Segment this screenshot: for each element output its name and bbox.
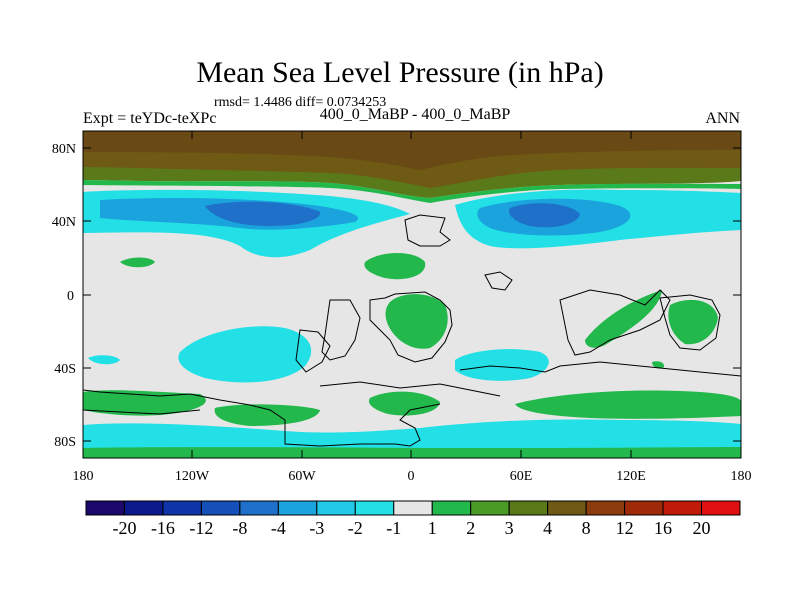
y-tick-label: 40N: [52, 215, 76, 230]
x-tick-label: 60E: [510, 469, 533, 484]
colorbar-swatch: [277, 500, 318, 516]
cyan-small: [88, 355, 120, 365]
colorbar-swatch: [162, 500, 202, 516]
coastlines: [83, 214, 741, 447]
x-tick-label: 180: [731, 469, 752, 484]
colorbar-label: -8: [232, 518, 247, 538]
colorbar-label: 8: [582, 518, 591, 538]
colorbar-label: -16: [151, 518, 175, 538]
south-pacific-cyan: [178, 326, 312, 383]
colorbar-swatch: [354, 500, 395, 516]
colorbar-swatch: [470, 500, 510, 516]
north-pacific-blue-core: [205, 201, 321, 226]
colorbar-swatch: [662, 500, 703, 516]
experiment-label: Expt = teYDc-teXPc: [83, 110, 217, 127]
colorbar-swatch: [701, 500, 741, 516]
colorbar-swatch: [431, 500, 472, 516]
x-tick-label: 180: [73, 469, 94, 484]
south-green-3: [368, 391, 440, 416]
x-tick-label: 60W: [288, 469, 316, 484]
colorbar-label: -2: [348, 518, 363, 538]
season-label: ANN: [705, 110, 740, 127]
stats-label: rmsd= 1.4486 diff= 0.0734253: [214, 95, 387, 110]
colorbar-label: 16: [654, 518, 672, 538]
green-blob-1: [120, 257, 155, 268]
colorbar-label: -4: [271, 518, 286, 538]
colorbar-swatch: [200, 500, 241, 516]
colorbar-label: -1: [386, 518, 401, 538]
south-green-2: [214, 404, 320, 426]
colorbar-label: -20: [112, 518, 136, 538]
map-field: [83, 131, 741, 458]
x-tick-label: 120E: [616, 469, 646, 484]
colorbar-swatch: [316, 500, 356, 516]
green-australia: [668, 299, 718, 345]
green-dot: [652, 361, 665, 369]
north-green-band: [83, 180, 741, 203]
colorbar-swatch: [585, 500, 626, 516]
y-ticks: [83, 147, 741, 442]
colorbar-label: 2: [466, 518, 475, 538]
colorbar-swatch: [239, 500, 279, 516]
colorbar: -20 -16 -12 -8 -4 -3 -2 -1 1 2 3 4 8 12 16 20: [85, 500, 741, 538]
colorbar-label: -12: [189, 518, 213, 538]
colorbar-label: 4: [543, 518, 552, 538]
x-ticks: [191, 131, 632, 458]
y-tick-label: 80N: [52, 142, 76, 157]
x-tick-label: 0: [408, 469, 415, 484]
colorbar-label: 1: [428, 518, 437, 538]
green-africa: [385, 294, 448, 349]
green-blob-2: [364, 253, 426, 280]
south-atlantic-cyan: [455, 349, 549, 381]
colorbar-swatch: [85, 500, 125, 516]
x-tick-label: 120W: [175, 469, 210, 484]
colorbar-swatch: [508, 500, 549, 516]
south-polar-green: [83, 447, 741, 458]
colorbar-label: 3: [505, 518, 514, 538]
period-label: 400_0_MaBP - 400_0_MaBP: [319, 106, 511, 123]
south-green-1: [83, 390, 206, 416]
north-atlantic-blue-core: [508, 203, 580, 228]
colorbar-swatch: [393, 500, 433, 516]
y-tick-label: 80S: [54, 435, 76, 450]
colorbar-swatch: [624, 500, 664, 516]
colorbar-label: 12: [616, 518, 634, 538]
map-title: Mean Sea Level Pressure (in hPa): [196, 56, 604, 89]
colorbar-label: -3: [309, 518, 324, 538]
north-polar-dark: [83, 131, 741, 170]
south-green-4: [515, 390, 741, 419]
colorbar-swatch: [547, 500, 587, 516]
colorbar-swatch: [123, 500, 164, 516]
y-tick-label: 40S: [54, 362, 76, 377]
colorbar-label: 20: [693, 518, 711, 538]
y-tick-label: 0: [67, 289, 74, 304]
